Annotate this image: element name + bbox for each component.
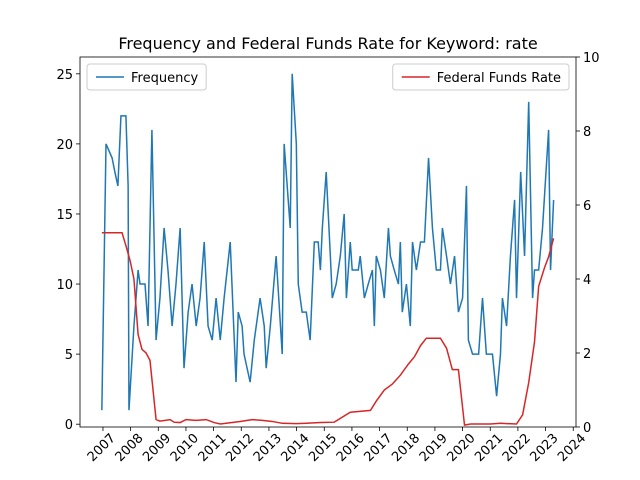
y-tick-label: 5	[65, 348, 73, 363]
y2-tick-label: 0	[583, 421, 591, 436]
series-line	[101, 73, 555, 411]
plot-frame	[79, 56, 577, 428]
y-tick-label: 20	[56, 138, 73, 153]
x-tick-label: 2024	[555, 431, 589, 465]
x-tick-label: 2014	[279, 431, 313, 465]
y2-tick-label: 10	[583, 51, 600, 66]
x-tick-label: 2020	[445, 431, 479, 465]
x-tick-label: 2022	[500, 431, 534, 465]
y2-tick-label: 4	[583, 273, 591, 288]
x-tick-label: 2023	[528, 431, 562, 465]
x-tick-label: 2019	[417, 431, 451, 465]
y2-tick-label: 6	[583, 199, 591, 214]
x-tick-label: 2011	[196, 431, 230, 465]
legend: Frequency	[86, 63, 207, 91]
legend-box	[392, 63, 570, 91]
x-tick-label: 2009	[140, 431, 174, 465]
x-tick-label: 2010	[168, 431, 202, 465]
legend: Federal Funds Rate	[392, 63, 570, 91]
y-tick-label: 15	[56, 208, 73, 223]
x-tick-label: 2015	[306, 431, 340, 465]
x-tick-label: 2017	[362, 431, 396, 465]
x-tick-label: 2016	[334, 431, 368, 465]
legend-box	[86, 63, 207, 91]
y2-tick-label: 8	[583, 125, 591, 140]
x-tick-label: 2007	[85, 431, 119, 465]
x-tick-label: 2008	[113, 431, 147, 465]
y-tick-label: 10	[56, 278, 73, 293]
y-tick-label: 0	[65, 418, 73, 433]
y2-tick-label: 2	[583, 347, 591, 362]
legend-label: Federal Funds Rate	[437, 71, 561, 86]
legend-label: Frequency	[131, 71, 198, 86]
y-tick-label: 25	[56, 68, 73, 83]
x-tick-label: 2012	[223, 431, 257, 465]
x-tick-label: 2013	[251, 431, 285, 465]
chart-title: Frequency and Federal Funds Rate for Key…	[118, 34, 537, 53]
series-line	[101, 232, 555, 427]
x-tick-label: 2021	[472, 431, 506, 465]
x-tick-label: 2018	[389, 431, 423, 465]
